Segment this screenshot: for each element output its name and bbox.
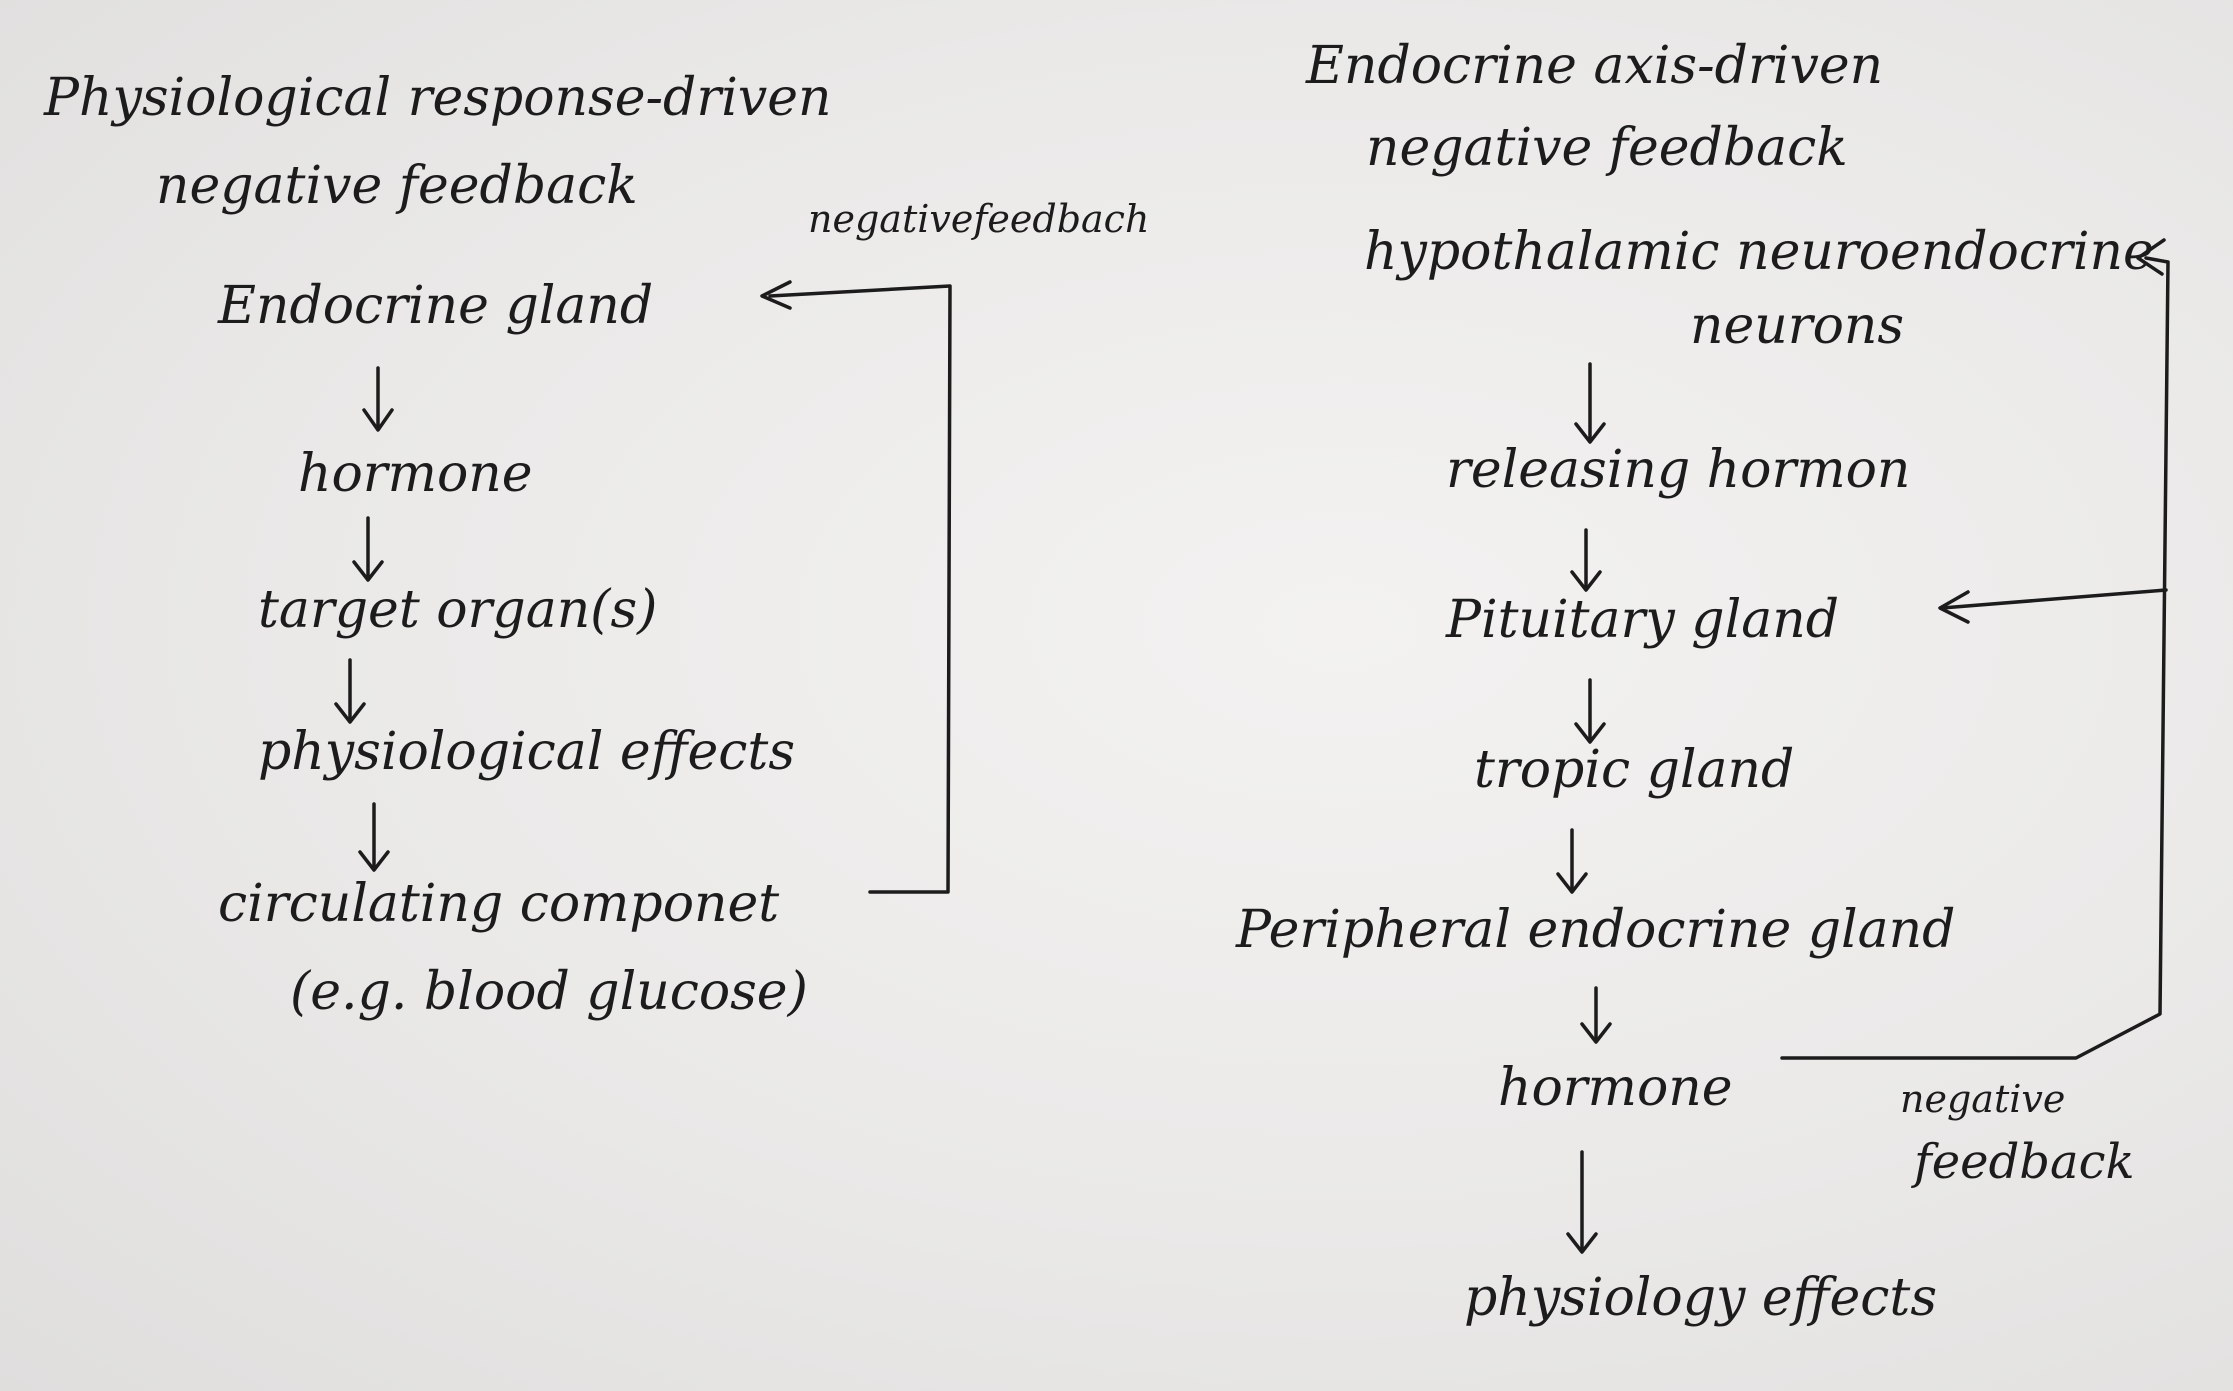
right-arrow-neurons-to-releasing xyxy=(1574,362,1606,444)
right-feedback-label-line1: negative xyxy=(1900,1077,2066,1121)
left-node-hormone: hormone xyxy=(298,444,533,504)
right-node-tropic-gland: tropic gland xyxy=(1474,740,1795,800)
right-title-line2: negative feedback xyxy=(1366,118,1848,178)
left-title-line2: negative feedback xyxy=(156,156,638,216)
right-arrow-peripheral-to-hormone xyxy=(1580,986,1612,1044)
left-feedback-loop xyxy=(760,280,952,894)
right-arrow-pituitary-to-tropic xyxy=(1574,678,1606,744)
left-arrow-target-to-effects xyxy=(334,658,366,724)
left-node-blood-glucose-example: (e.g. blood glucose) xyxy=(290,962,808,1022)
right-title-line1: Endocrine axis-driven xyxy=(1306,36,1884,96)
right-node-physiology-effects: physiology effects xyxy=(1464,1268,1938,1328)
left-flow-arrows xyxy=(334,366,394,872)
right-arrow-hormone-to-effects xyxy=(1566,1150,1598,1254)
right-arrow-tropic-to-peripheral xyxy=(1556,828,1588,894)
left-node-target-organs: target organ(s) xyxy=(258,580,658,640)
right-node-neurons: neurons xyxy=(1690,296,1905,356)
left-arrow-effects-to-circulating xyxy=(358,802,390,872)
left-title-line1: Physiological response-driven xyxy=(44,68,832,128)
right-arrow-releasing-to-pituitary xyxy=(1570,528,1602,592)
left-arrow-gland-to-hormone xyxy=(362,366,394,432)
left-feedback-label: negativefeedbach xyxy=(808,197,1150,241)
right-node-hypothalamic-neurons: hypothalamic neuroendocrine xyxy=(1364,222,2154,282)
right-feedback-loop xyxy=(1780,238,2170,1060)
left-node-physiological-effects: physiological effects xyxy=(258,722,796,782)
right-node-peripheral-endocrine-gland: Peripheral endocrine gland xyxy=(1236,900,1956,960)
right-feedback-label-line2: feedback xyxy=(1914,1134,2135,1190)
right-node-hormone: hormone xyxy=(1498,1058,1733,1118)
right-node-pituitary-gland: Pituitary gland xyxy=(1446,590,1839,650)
left-node-endocrine-gland: Endocrine gland xyxy=(218,276,654,336)
left-node-circulating-component: circulating componet xyxy=(218,874,780,934)
left-arrow-hormone-to-target xyxy=(352,516,384,582)
right-flow-arrows xyxy=(1556,362,1612,1254)
right-node-releasing-hormone: releasing hormon xyxy=(1446,440,1911,500)
